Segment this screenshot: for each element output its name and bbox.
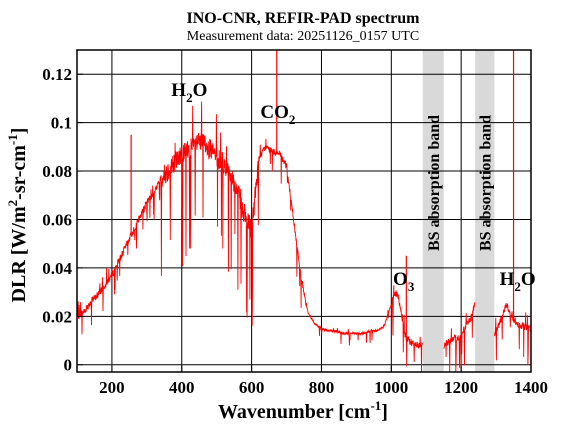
y-tick-label-5: 0.1 <box>51 114 72 133</box>
annotation-1-tail: O <box>193 80 208 101</box>
x-axis-title-main: Wavenumber [cm <box>218 401 371 423</box>
x-tick-label-2: 600 <box>239 378 265 397</box>
annotation-2-sub: 2 <box>289 112 296 127</box>
annotation-1-main: H <box>171 80 186 101</box>
y-tick-label-0: 0 <box>64 356 73 375</box>
series-group <box>76 50 532 373</box>
x-tick-label-5: 1200 <box>444 378 478 397</box>
chart-subtitle: Measurement data: 20251126_0157 UTC <box>187 29 419 44</box>
x-tick-label-1: 400 <box>169 378 195 397</box>
tick-group: 200 400 600 800 1000 1200 1400 0 0.02 0.04 0.06 0.0… <box>42 65 548 397</box>
annotation-2: CO2 <box>260 102 295 127</box>
y-axis-title-c: ] <box>8 128 30 135</box>
x-tick-label-4: 1000 <box>374 378 408 397</box>
y-tick-label-1: 0.02 <box>42 307 72 326</box>
annotation-4-sub: 2 <box>514 279 521 294</box>
annotation-3-main: O <box>393 269 408 290</box>
annotation-4-tail: O <box>521 269 536 290</box>
band-label-2: BS absorption band <box>478 115 495 251</box>
annotation-4-main: H <box>500 269 515 290</box>
y-tick-label-4: 0.08 <box>42 162 72 181</box>
y-tick-label-3: 0.06 <box>42 210 72 229</box>
y-axis-title-sup1: 2 <box>5 200 20 207</box>
y-axis-title-b: -sr-cm <box>8 145 30 200</box>
y-tick-label-2: 0.04 <box>42 259 72 278</box>
band-group: BS absorption band BS absorption band <box>422 50 495 372</box>
y-axis-title: DLR [W/m2-sr-cm-1] <box>5 128 30 303</box>
annotation-3-sub: 3 <box>408 279 415 294</box>
band-label-1: BS absorption band <box>426 115 443 251</box>
x-axis-title: Wavenumber [cm-1] <box>218 398 388 423</box>
annotation-4: H2O <box>500 269 536 294</box>
shaded-band-2 <box>475 50 495 372</box>
chart-title: INO-CNR, REFIR-PAD spectrum <box>186 10 420 27</box>
x-axis-title-end: ] <box>381 401 388 423</box>
x-tick-label-3: 800 <box>309 378 335 397</box>
shaded-band-1 <box>422 50 444 372</box>
x-tick-label-0: 200 <box>99 378 125 397</box>
spectrum-line <box>76 101 532 373</box>
x-axis-title-sup: -1 <box>370 398 381 413</box>
annotation-1: H2O <box>171 80 207 105</box>
plot-frame <box>76 49 532 373</box>
y-tick-label-6: 0.12 <box>42 65 72 84</box>
annotation-3: O3 <box>393 269 415 294</box>
y-axis-title-sup2: -1 <box>5 134 20 145</box>
annotation-2-main: CO <box>260 102 289 123</box>
annotation-1-sub: 2 <box>186 90 193 105</box>
x-tick-label-6: 1400 <box>514 378 548 397</box>
y-axis-title-a: DLR [W/m <box>8 206 30 302</box>
